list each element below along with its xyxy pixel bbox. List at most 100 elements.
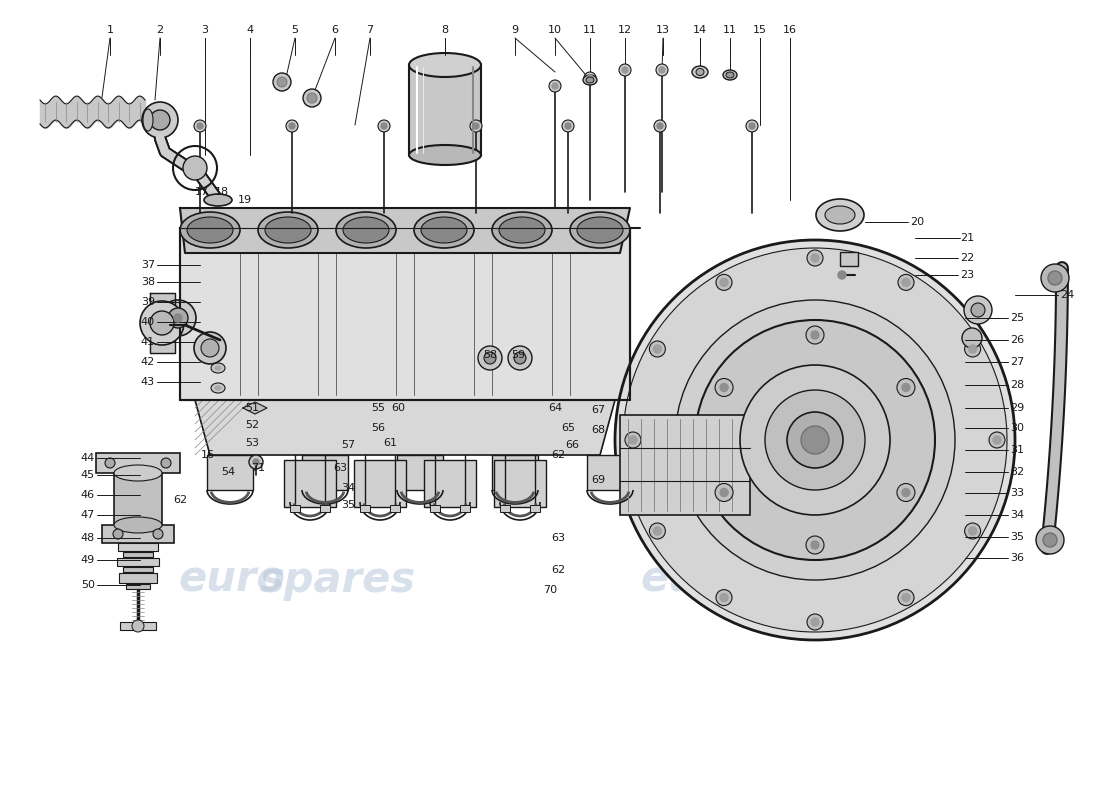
Bar <box>320 505 330 512</box>
Circle shape <box>478 346 502 370</box>
Ellipse shape <box>723 70 737 80</box>
Text: 38: 38 <box>141 277 155 287</box>
Text: 34: 34 <box>341 483 355 493</box>
Circle shape <box>806 536 824 554</box>
Text: 60: 60 <box>390 403 405 413</box>
Circle shape <box>715 483 733 502</box>
Bar <box>494 460 546 507</box>
Text: 35: 35 <box>1010 532 1024 542</box>
Circle shape <box>142 102 178 138</box>
Text: 64: 64 <box>548 403 562 413</box>
Polygon shape <box>195 400 615 455</box>
Bar <box>530 505 540 512</box>
Text: 56: 56 <box>371 423 385 433</box>
Circle shape <box>197 123 204 129</box>
Circle shape <box>746 120 758 132</box>
Text: 18: 18 <box>214 187 229 197</box>
Text: 69: 69 <box>591 475 605 485</box>
Circle shape <box>764 390 865 490</box>
Text: 9: 9 <box>512 25 518 35</box>
Circle shape <box>806 326 824 344</box>
Circle shape <box>695 320 935 560</box>
Text: 67: 67 <box>591 405 605 415</box>
Circle shape <box>277 77 287 87</box>
Bar <box>430 505 440 512</box>
Text: 28: 28 <box>1010 380 1024 390</box>
Text: 11: 11 <box>723 25 737 35</box>
Text: 25: 25 <box>1010 313 1024 323</box>
Bar <box>284 460 336 507</box>
Circle shape <box>201 339 219 357</box>
Circle shape <box>160 300 196 336</box>
Text: 45: 45 <box>81 470 95 480</box>
Text: 70: 70 <box>543 585 557 595</box>
Text: 65: 65 <box>561 423 575 433</box>
Text: 20: 20 <box>910 217 924 227</box>
Circle shape <box>549 80 561 92</box>
Text: 52: 52 <box>245 420 260 430</box>
Text: 2: 2 <box>156 25 164 35</box>
Circle shape <box>838 271 846 279</box>
Circle shape <box>902 594 910 602</box>
Bar <box>492 455 538 490</box>
Bar <box>620 415 750 515</box>
Circle shape <box>656 64 668 76</box>
Circle shape <box>896 483 915 502</box>
Text: 11: 11 <box>583 25 597 35</box>
Circle shape <box>153 529 163 539</box>
Circle shape <box>484 352 496 364</box>
Circle shape <box>552 83 558 89</box>
Circle shape <box>811 254 819 262</box>
Ellipse shape <box>180 212 240 248</box>
Bar <box>102 525 174 543</box>
Ellipse shape <box>816 199 864 231</box>
Bar <box>354 460 406 507</box>
Text: 44: 44 <box>80 453 95 463</box>
Text: 10: 10 <box>548 25 562 35</box>
Text: 19: 19 <box>238 195 252 205</box>
Circle shape <box>965 523 980 539</box>
Circle shape <box>898 590 914 606</box>
Bar <box>207 455 253 490</box>
Circle shape <box>150 110 170 130</box>
Circle shape <box>962 328 982 348</box>
Bar <box>840 252 858 266</box>
Text: 63: 63 <box>551 533 565 543</box>
Circle shape <box>720 278 728 286</box>
Text: 42: 42 <box>141 357 155 367</box>
Text: 62: 62 <box>551 450 565 460</box>
Text: 33: 33 <box>1010 488 1024 498</box>
Ellipse shape <box>499 217 544 243</box>
Circle shape <box>969 527 977 535</box>
Ellipse shape <box>421 217 468 243</box>
Text: 59: 59 <box>510 350 525 360</box>
Circle shape <box>113 529 123 539</box>
Circle shape <box>183 156 207 180</box>
Bar <box>460 505 470 512</box>
Circle shape <box>508 346 532 370</box>
Circle shape <box>896 378 915 397</box>
Polygon shape <box>243 402 267 414</box>
Bar <box>302 455 348 490</box>
Ellipse shape <box>143 109 153 131</box>
Text: 29: 29 <box>1010 403 1024 413</box>
Text: 55: 55 <box>371 403 385 413</box>
Circle shape <box>786 412 843 468</box>
Text: 54: 54 <box>221 467 235 477</box>
Ellipse shape <box>726 72 734 78</box>
Text: euro: euro <box>178 559 285 601</box>
Bar <box>500 505 510 512</box>
Ellipse shape <box>414 212 474 248</box>
Text: 4: 4 <box>246 25 254 35</box>
Circle shape <box>657 123 663 129</box>
Text: 39: 39 <box>141 297 155 307</box>
Bar <box>120 622 156 630</box>
Circle shape <box>649 341 666 357</box>
Text: 16: 16 <box>201 450 214 460</box>
Text: 6: 6 <box>331 25 339 35</box>
Circle shape <box>675 300 955 580</box>
Circle shape <box>174 314 182 322</box>
Circle shape <box>619 64 631 76</box>
Ellipse shape <box>409 53 481 77</box>
Bar <box>290 505 300 512</box>
